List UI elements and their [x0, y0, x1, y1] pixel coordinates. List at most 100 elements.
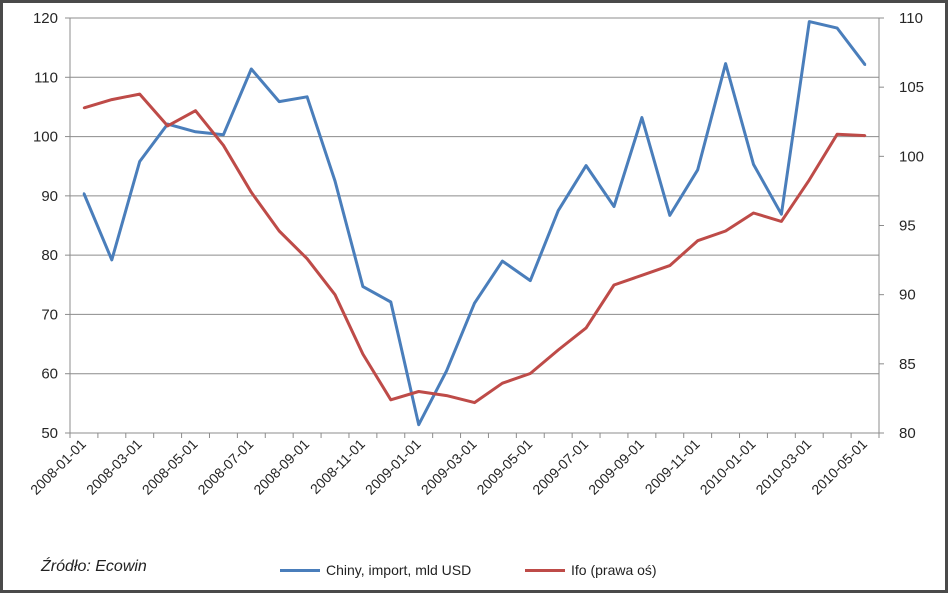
data-point-ifo: [417, 390, 420, 393]
left-y-tick-label: 90: [41, 188, 58, 205]
data-point-import: [556, 209, 560, 212]
line-chart: 50 60 70 80 90 100 110 120 80 85 90 95 100 105 110 20…: [27, 10, 924, 498]
data-point-import: [808, 20, 811, 23]
left-y-tick-label: 80: [41, 247, 58, 264]
legend-swatch-import: [280, 568, 320, 572]
data-point-ifo: [640, 274, 644, 277]
data-point-import: [696, 168, 699, 171]
data-point-import: [361, 285, 365, 288]
data-point-ifo: [752, 211, 755, 215]
data-point-ifo: [389, 398, 393, 401]
x-axis-ticks: 2008-01-012008-03-012008-05-012008-07-01…: [27, 436, 870, 498]
data-point-import: [138, 160, 141, 163]
x-tick-label: 2008-03-01: [83, 436, 145, 498]
chart-frame: 50 60 70 80 90 100 110 120 80 85 90 95 100 105 110 20…: [3, 3, 945, 590]
data-point-import: [417, 423, 420, 426]
source-note: Źródło: Ecowin: [41, 558, 147, 575]
right-y-tick-label: 80: [899, 425, 916, 442]
data-point-ifo: [361, 352, 365, 356]
data-point-ifo: [110, 98, 114, 101]
data-point-import: [194, 130, 197, 134]
data-point-import: [724, 62, 727, 65]
legend-label-ifo: Ifo (prawa oś): [571, 562, 657, 578]
right-y-tick-label: 85: [899, 356, 916, 373]
data-point-import: [640, 116, 644, 119]
right-y-tick-label: 110: [899, 10, 923, 27]
data-point-ifo: [612, 283, 616, 287]
left-y-tick-label: 70: [41, 306, 58, 323]
x-tick-label: 2009-01-01: [362, 436, 424, 498]
data-point-import: [612, 205, 616, 208]
data-point-ifo: [138, 92, 141, 96]
series-line-import: [82, 20, 867, 427]
data-point-import: [222, 133, 225, 136]
data-point-import: [835, 26, 839, 30]
x-tick-label: 2009-07-01: [529, 436, 591, 498]
data-point-import: [501, 259, 504, 263]
right-y-tick-label: 90: [899, 287, 916, 304]
data-point-import: [529, 279, 532, 282]
data-point-ifo: [724, 229, 727, 233]
data-point-import: [445, 369, 448, 372]
data-point-import: [668, 214, 671, 217]
data-point-import: [752, 163, 755, 166]
axes: [65, 17, 884, 438]
data-point-ifo: [835, 133, 839, 136]
data-point-ifo: [305, 257, 309, 260]
x-tick-label: 2009-05-01: [473, 436, 535, 498]
data-point-ifo: [445, 394, 448, 397]
left-y-axis-ticks: 50 60 70 80 90 100 110 120: [33, 10, 58, 442]
legend-item-import: Chiny, import, mld USD: [280, 562, 471, 578]
x-tick-label: 2010-03-01: [752, 436, 814, 498]
legend-item-ifo: Ifo (prawa oś): [525, 562, 657, 578]
data-point-ifo: [808, 178, 811, 182]
x-tick-label: 2008-09-01: [250, 436, 312, 498]
gridlines: [70, 17, 879, 375]
data-point-import: [584, 164, 588, 167]
data-point-ifo: [194, 109, 197, 112]
x-tick-label: 2008-01-01: [27, 436, 89, 498]
legend-label-import: Chiny, import, mld USD: [326, 562, 472, 578]
left-y-tick-label: 110: [34, 69, 58, 86]
left-y-tick-label: 50: [41, 425, 58, 442]
x-tick-label: 2008-07-01: [194, 436, 256, 498]
x-tick-label: 2008-11-01: [307, 436, 368, 497]
x-tick-label: 2009-11-01: [642, 436, 703, 497]
data-point-import: [250, 67, 253, 71]
data-point-ifo: [529, 372, 532, 375]
data-point-import: [780, 213, 783, 216]
x-tick-label: 2009-03-01: [418, 436, 480, 498]
data-point-import: [110, 258, 114, 262]
x-tick-label: 2010-01-01: [697, 436, 759, 498]
data-point-ifo: [166, 124, 169, 128]
data-point-import: [82, 192, 86, 195]
data-point-ifo: [501, 382, 504, 385]
data-point-ifo: [250, 191, 253, 194]
data-point-ifo: [863, 134, 867, 137]
data-point-ifo: [82, 106, 86, 110]
data-point-import: [333, 179, 337, 183]
data-point-import: [389, 300, 393, 304]
legend-swatch-ifo: [525, 568, 565, 572]
right-y-tick-label: 105: [899, 79, 924, 96]
data-point-ifo: [222, 144, 225, 147]
data-point-import: [473, 301, 476, 305]
right-y-tick-label: 100: [899, 148, 924, 165]
left-y-tick-label: 60: [41, 366, 58, 383]
right-y-tick-label: 95: [899, 218, 916, 235]
right-y-axis-ticks: 80 85 90 95 100 105 110: [899, 10, 924, 442]
data-point-import: [863, 63, 867, 67]
data-point-import: [278, 100, 281, 103]
x-tick-label: 2008-05-01: [139, 436, 201, 498]
data-point-ifo: [556, 348, 560, 352]
data-point-ifo: [278, 229, 281, 233]
data-point-ifo: [696, 239, 699, 242]
data-point-ifo: [780, 220, 783, 223]
data-point-ifo: [668, 264, 671, 267]
series-lines: [82, 20, 867, 427]
data-point-ifo: [473, 401, 476, 404]
x-tick-label: 2009-09-01: [585, 436, 647, 498]
left-y-tick-label: 100: [33, 129, 58, 146]
data-point-ifo: [584, 326, 588, 330]
x-tick-label: 2010-05-01: [808, 436, 870, 498]
